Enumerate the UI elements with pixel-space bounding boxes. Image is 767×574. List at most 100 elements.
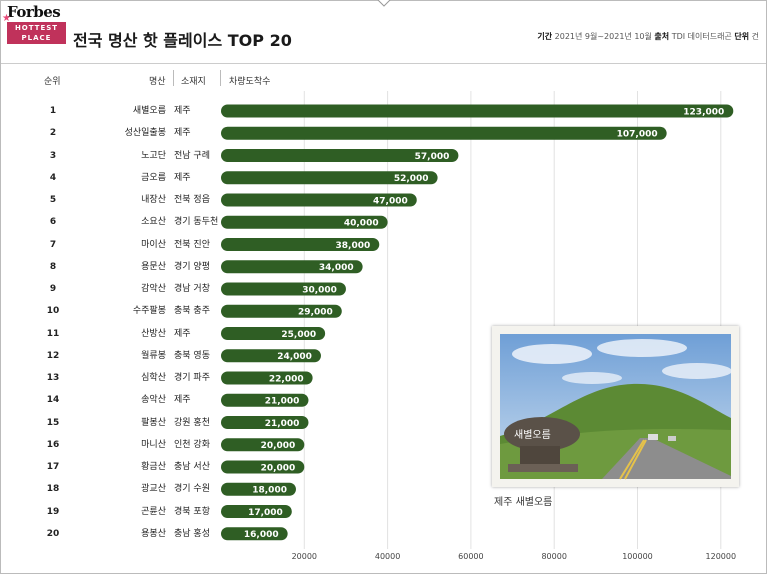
row-location: 충북 영동 — [174, 350, 210, 361]
source-label: 출처 — [654, 32, 670, 41]
badge-line-2: PLACE — [21, 34, 52, 42]
row-location: 전북 진안 — [174, 239, 210, 250]
row-rank: 8 — [49, 261, 57, 272]
row-rank: 10 — [46, 306, 60, 317]
row-rank: 9 — [49, 284, 57, 294]
hottest-place-badge: HOTTEST PLACE — [7, 22, 66, 44]
row-mountain-name: 산방산 — [141, 328, 166, 339]
row-rank: 15 — [46, 417, 60, 428]
row-rank: 20 — [46, 528, 60, 539]
photo-sign-text: 새별오름 — [514, 429, 551, 441]
bar — [221, 460, 305, 474]
source-value: TDI 데이터드래곤 — [671, 32, 732, 41]
header-divider — [1, 63, 766, 64]
bar — [221, 282, 346, 296]
row-location: 경기 수원 — [174, 484, 210, 495]
row-mountain-name: 심학산 — [141, 373, 166, 383]
column-header-value: 차량도착수 — [229, 77, 271, 87]
bar-value-label: 22,000 — [269, 374, 304, 384]
row-location: 전남 구례 — [174, 150, 210, 161]
row-rank: 7 — [49, 239, 57, 250]
bar-value-label: 52,000 — [394, 174, 429, 184]
bar-value-label: 57,000 — [415, 152, 450, 162]
bar-value-label: 29,000 — [298, 308, 333, 318]
star-icon: ★ — [2, 13, 11, 24]
row-mountain-name: 수주팔봉 — [132, 306, 166, 317]
x-tick-label: 20000 — [291, 552, 318, 561]
row-location: 경북 포항 — [174, 506, 210, 517]
bar — [221, 193, 417, 207]
row-location: 인천 강화 — [174, 439, 210, 450]
bar — [221, 260, 363, 274]
row-location: 충남 서산 — [174, 462, 210, 472]
row-mountain-name: 곤륜산 — [141, 506, 166, 517]
bar-value-label: 34,000 — [319, 263, 354, 273]
unit-label: 단위 — [734, 32, 750, 41]
photo-caption: 제주 새별오름 — [494, 497, 553, 508]
bar-value-label: 25,000 — [281, 330, 316, 340]
row-mountain-name: 송악산 — [141, 395, 166, 406]
bar-value-label: 21,000 — [265, 419, 300, 429]
bar — [221, 438, 305, 452]
row-mountain-name: 내장산 — [141, 195, 166, 205]
bar — [221, 505, 292, 518]
row-rank: 17 — [46, 462, 60, 472]
column-separator — [173, 70, 174, 86]
photo-saebyeol-oreum: 새별오름 — [492, 326, 739, 487]
bar-value-label: 38,000 — [336, 241, 371, 251]
bar — [221, 304, 342, 318]
column-header-location: 소재지 — [181, 77, 206, 87]
row-mountain-name: 월류봉 — [141, 350, 166, 361]
x-tick-label: 80000 — [541, 552, 567, 561]
bar — [221, 393, 309, 407]
row-rank: 12 — [46, 350, 60, 361]
badge-line-1: HOTTEST — [14, 24, 59, 32]
bar-value-label: 21,000 — [265, 397, 300, 407]
row-location: 충북 충주 — [174, 306, 210, 317]
row-mountain-name: 감악산 — [141, 284, 166, 294]
bar — [221, 171, 438, 185]
row-rank: 18 — [46, 484, 60, 495]
row-rank: 13 — [46, 373, 60, 383]
row-location: 강원 홍천 — [174, 417, 210, 428]
row-location: 충남 홍성 — [174, 528, 210, 539]
bar-value-label: 17,000 — [248, 508, 283, 518]
x-tick-label: 120000 — [705, 552, 737, 561]
row-mountain-name: 황금산 — [141, 462, 166, 472]
row-mountain-name: 소요산 — [141, 217, 166, 228]
row-rank: 16 — [46, 439, 60, 450]
row-rank: 2 — [49, 128, 57, 139]
row-location: 경기 양평 — [174, 261, 210, 272]
row-mountain-name: 마니산 — [141, 439, 166, 450]
row-mountain-name: 광교산 — [141, 484, 166, 495]
bar — [221, 215, 388, 229]
row-mountain-name: 성산일출봉 — [124, 128, 166, 139]
row-location: 경기 파주 — [174, 373, 210, 383]
row-rank: 3 — [49, 150, 57, 161]
row-location: 제주 — [174, 106, 191, 116]
bar-value-label: 18,000 — [252, 486, 287, 496]
forbes-logo-text: Forbes — [7, 3, 61, 21]
bar-value-label: 24,000 — [277, 352, 312, 362]
top-notch-chevron-icon — [377, 0, 391, 7]
period-value: 2021년 9월~2021년 10월 — [554, 32, 652, 41]
bar-value-label: 30,000 — [302, 285, 337, 295]
row-location: 제주 — [174, 395, 191, 406]
row-mountain-name: 팔봉산 — [141, 417, 166, 428]
row-mountain-name: 용문산 — [141, 261, 166, 272]
row-rank: 4 — [49, 172, 57, 183]
bar — [221, 126, 667, 140]
row-rank: 1 — [49, 106, 57, 116]
row-location: 제주 — [174, 172, 191, 183]
bar-value-label: 20,000 — [261, 463, 296, 473]
forbes-hottest-place-logo: Forbes HOTTEST PLACE ★ — [2, 3, 66, 44]
mountain-photo-illustration: 새별오름 — [500, 334, 732, 480]
row-rank: 19 — [46, 506, 60, 517]
row-rank: 11 — [46, 328, 60, 339]
bar — [221, 349, 321, 363]
unit-value: 건 — [751, 32, 759, 41]
row-mountain-name: 마이산 — [141, 239, 166, 250]
bar-value-label: 20,000 — [261, 441, 296, 451]
